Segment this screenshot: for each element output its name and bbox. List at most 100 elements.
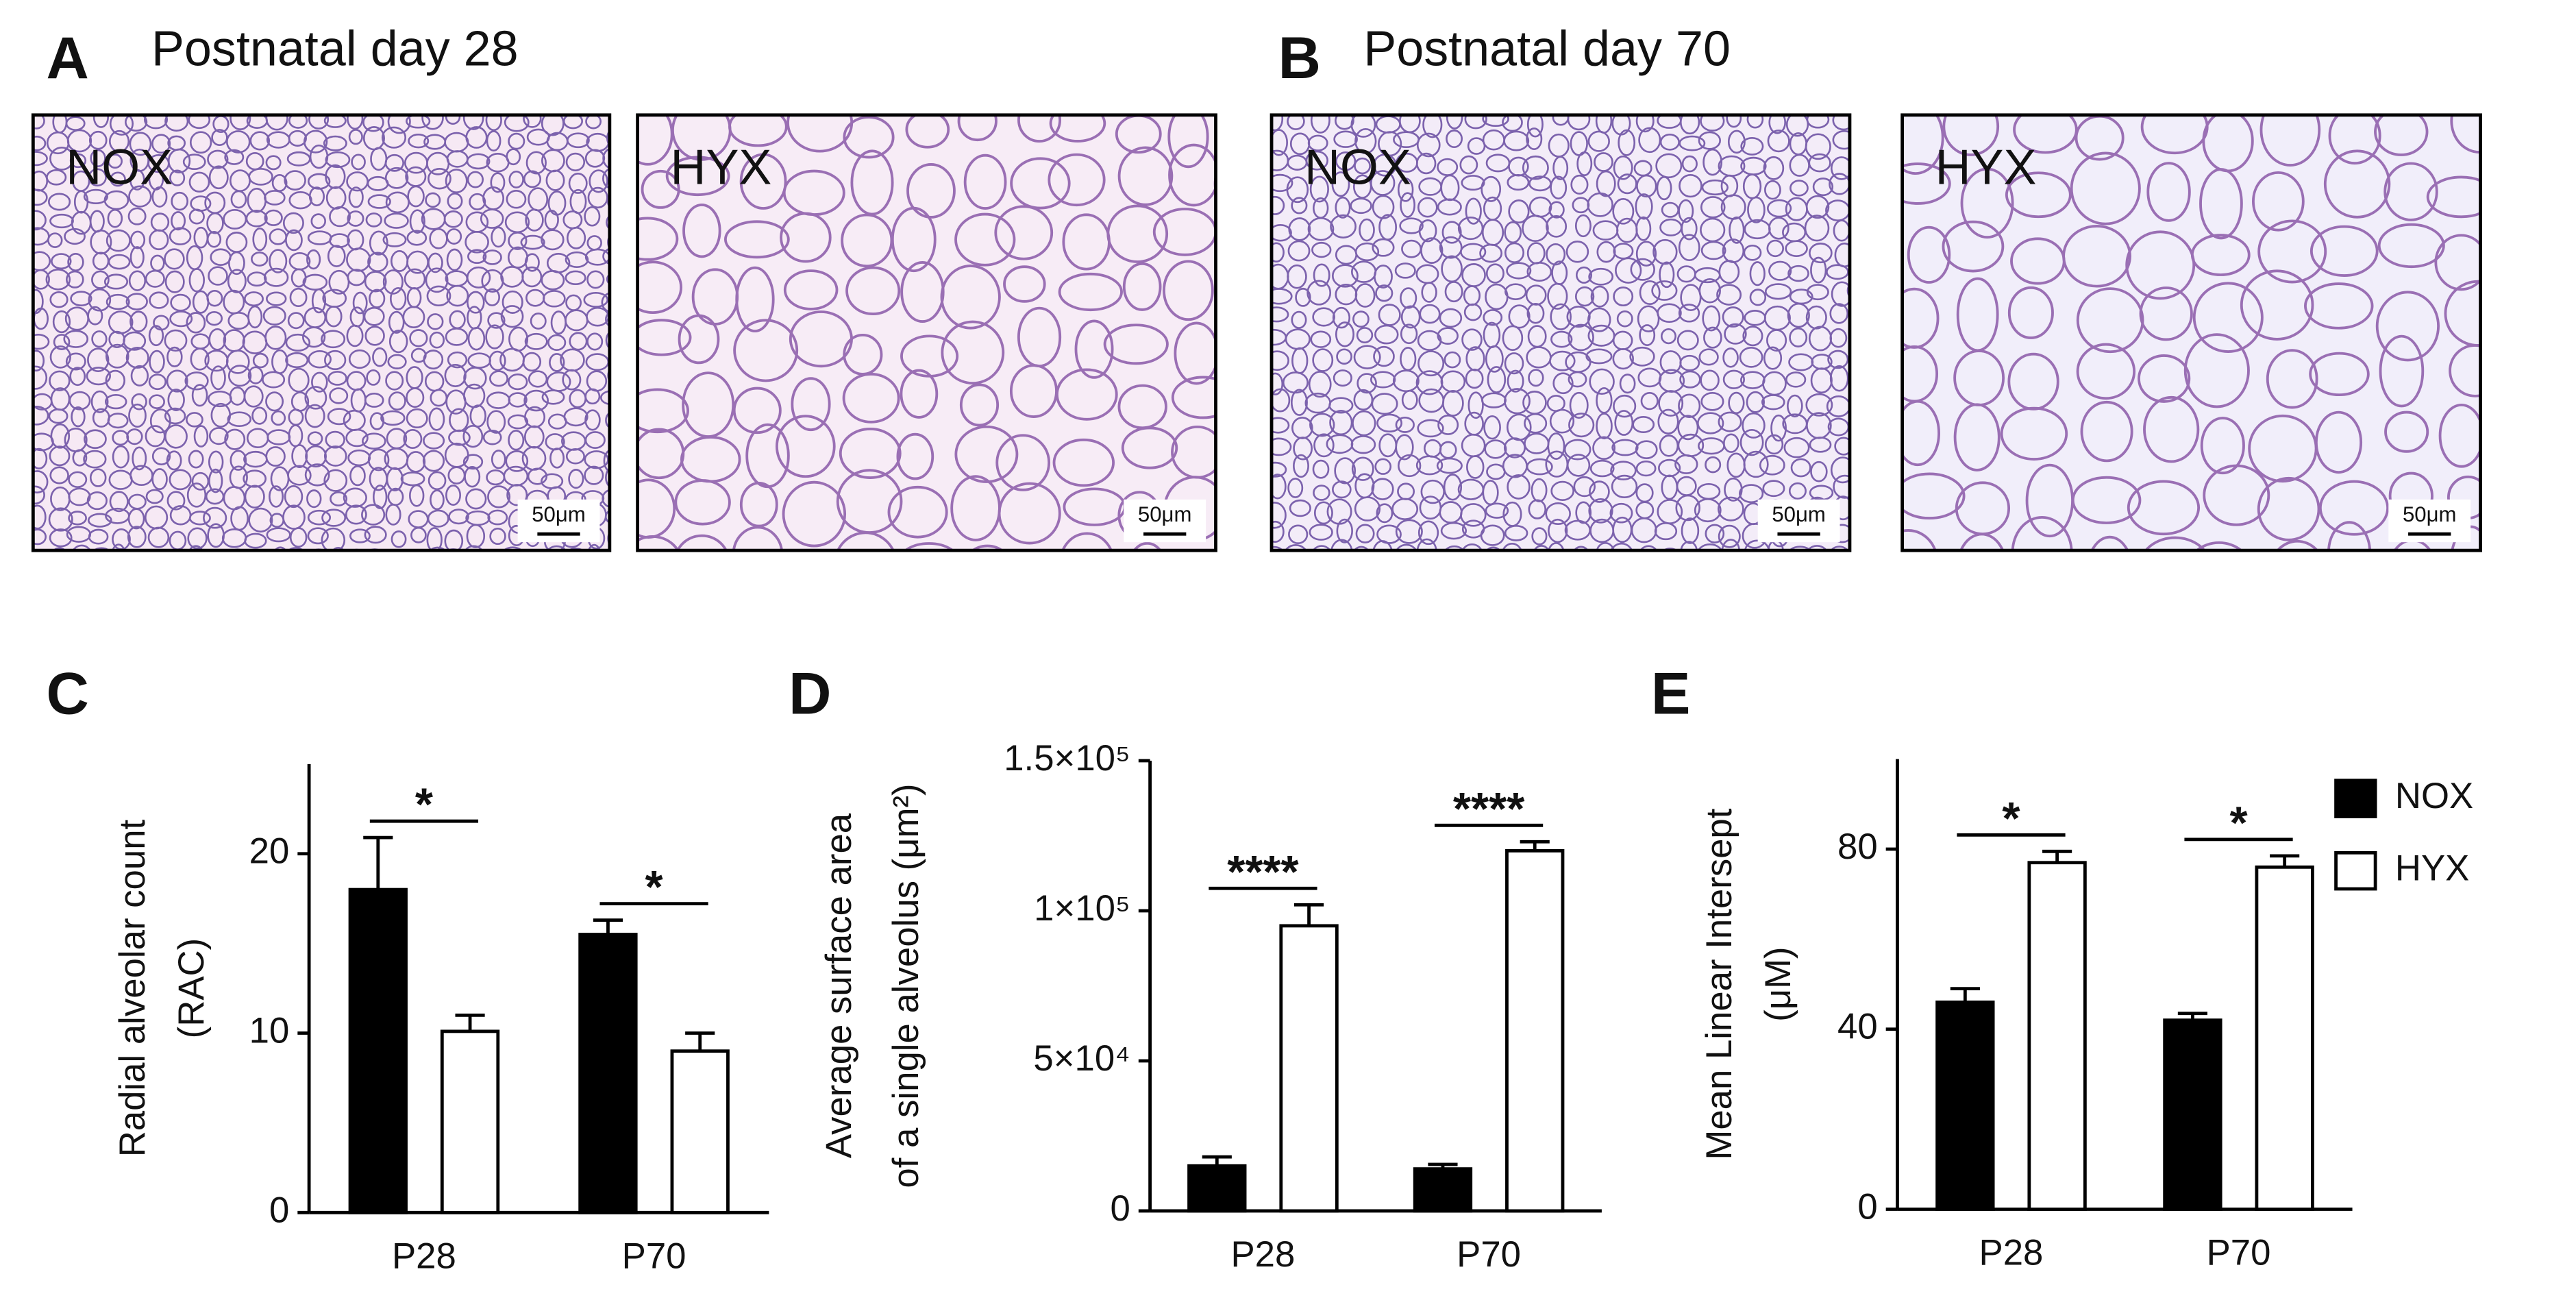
alveolus (169, 310, 193, 328)
alveolus (602, 489, 610, 508)
alveolus (941, 320, 1005, 385)
alveolus (151, 468, 168, 491)
alveolus (491, 450, 506, 469)
alveolus (1610, 542, 1633, 551)
alveolus (1638, 127, 1661, 154)
alveolus (265, 114, 288, 131)
alveolus (49, 345, 71, 369)
alveolus (1629, 346, 1655, 367)
alveolus (521, 266, 543, 288)
alveolus (306, 489, 322, 509)
alveolus (1466, 455, 1485, 479)
alveolus (1416, 132, 1441, 158)
alveolus (11, 228, 31, 249)
bar (1935, 1000, 1995, 1211)
micrograph (1247, 87, 1878, 551)
alveolus (1636, 174, 1657, 198)
alveolus (1856, 324, 1876, 350)
alveolus (1589, 480, 1610, 503)
alveolus (227, 89, 246, 108)
alveolus (4, 365, 27, 387)
alveolus (2521, 235, 2566, 281)
alveolus (789, 48, 837, 87)
alveolus (1678, 199, 1694, 223)
alveolus (1679, 354, 1700, 371)
y-tick-label: 0 (1110, 1188, 1130, 1229)
alveolus (1121, 426, 1178, 469)
alveolus (1855, 220, 1870, 241)
alveolus (1854, 156, 1877, 174)
alveolus (1335, 151, 1357, 171)
y-tick-label: 1.5×10⁵ (1004, 738, 1130, 779)
alveolus (2080, 400, 2133, 463)
alveolus (1789, 180, 1809, 197)
alveolus (182, 154, 206, 171)
alveolus (1853, 267, 1878, 282)
alveolus (566, 226, 586, 249)
alveolus (1698, 131, 1721, 150)
alveolus (351, 548, 362, 551)
alveolus (608, 114, 610, 116)
alveolus (421, 114, 444, 130)
alveolus (1588, 498, 1613, 524)
alveolus (1272, 461, 1287, 478)
alveolus (549, 353, 565, 372)
alveolus (2374, 114, 2429, 156)
alveolus (586, 332, 604, 351)
alveolus (528, 549, 538, 551)
alveolus (1552, 156, 1569, 181)
alveolus (2146, 162, 2191, 222)
alveolus (285, 333, 311, 352)
alveolus (1804, 215, 1830, 242)
alveolus (508, 232, 528, 250)
alveolus (1333, 369, 1352, 387)
alveolus (103, 273, 129, 290)
alveolus (1805, 393, 1833, 417)
alveolus (365, 212, 382, 228)
alveolus (445, 328, 469, 346)
alveolus (527, 467, 548, 485)
alveolus (387, 114, 411, 134)
alveolus (208, 468, 223, 493)
alveolus (426, 285, 451, 307)
alveolus (151, 134, 171, 154)
alveolus (321, 527, 346, 551)
alveolus (252, 352, 269, 369)
alveolus (287, 92, 304, 108)
alveolus (1420, 237, 1444, 264)
alveolus (602, 147, 610, 169)
alveolus (637, 319, 692, 356)
alveolus (1247, 258, 1261, 283)
alveolus (1531, 93, 1546, 112)
y-axis-label: (μM) (1758, 946, 1798, 1021)
alveolus (245, 209, 268, 228)
alveolus (601, 292, 610, 313)
alveolus (2259, 114, 2321, 167)
alveolus (1272, 129, 1288, 156)
alveolus (523, 389, 549, 412)
alveolus (1740, 137, 1764, 156)
alveolus (107, 208, 123, 228)
alveolus (1418, 219, 1437, 243)
alveolus (384, 167, 409, 189)
y-tick-label: 0 (1857, 1186, 1877, 1227)
alveolus (1485, 345, 1504, 373)
alveolus (1401, 389, 1418, 411)
alveolus (541, 229, 565, 251)
alveolus (486, 130, 501, 152)
alveolus (1546, 215, 1568, 238)
alveolus (1658, 390, 1684, 417)
alveolus (406, 114, 431, 129)
alveolus (585, 114, 602, 130)
alveolus (952, 49, 1010, 109)
alveolus (1058, 272, 1123, 312)
alveolus (188, 511, 211, 526)
alveolus (565, 251, 589, 268)
alveolus (1727, 130, 1746, 154)
alveolus (606, 129, 610, 147)
alveolus (131, 393, 147, 411)
alveolus (1721, 87, 1743, 107)
alveolus (524, 332, 548, 350)
alveolus (1587, 192, 1613, 217)
alveolus (169, 169, 186, 186)
